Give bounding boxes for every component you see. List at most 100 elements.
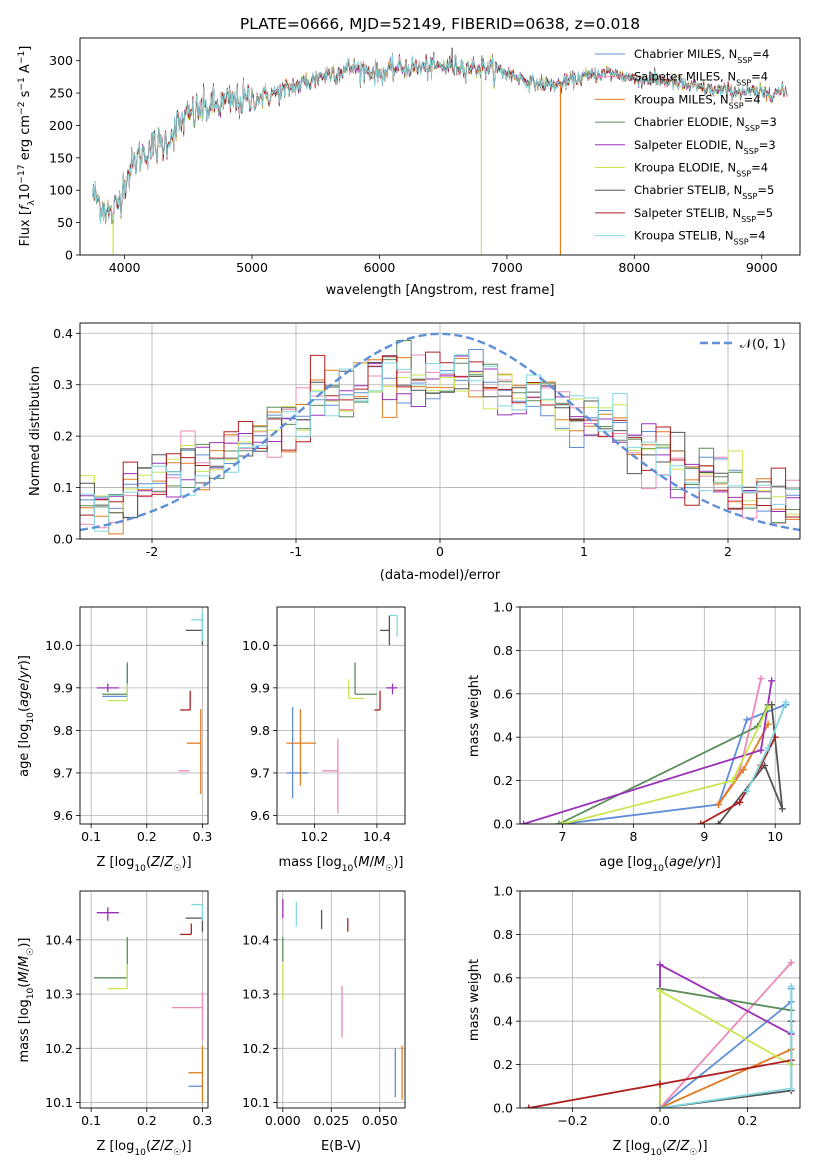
x-tick-label: 0 bbox=[436, 544, 444, 559]
series-marker-kroupa_elodie bbox=[764, 703, 772, 711]
x-tick-label: 9 bbox=[700, 829, 708, 844]
x-tick-label: 0.050 bbox=[362, 1113, 398, 1128]
x-axis-label: mass [log10(M/M☉)] bbox=[278, 855, 403, 874]
series-marker-chabrier_miles bbox=[743, 716, 751, 724]
axes-residuals: -2 -1 0 1 2 0.0 0.1 0.2 0.3 0.4 𝒩(0, 1) (data-model… bbox=[28, 322, 801, 583]
plot-area bbox=[80, 332, 800, 535]
y-tick-label: 10.4 bbox=[242, 932, 270, 947]
series-marker-salpeter_stelib bbox=[736, 798, 744, 806]
y-tick-label: 0 bbox=[65, 248, 73, 263]
frame: 0.1 0.2 0.3 10.1 10.2 10.3 10.4 Z [log10(Z/Z☉)]… bbox=[17, 890, 212, 1158]
y-tick-label: 9.6 bbox=[53, 808, 73, 823]
x-tick-label: 0.0 bbox=[650, 1113, 670, 1128]
y-tick-label: 0.0 bbox=[493, 817, 513, 832]
x-tick-label: 0.1 bbox=[81, 829, 101, 844]
y-tick-label: 0.4 bbox=[53, 326, 73, 341]
x-tick-label: 6000 bbox=[364, 260, 396, 275]
series-marker-kroupa_stelib bbox=[787, 982, 795, 990]
x-tick-label: 5000 bbox=[236, 260, 268, 275]
series-marker-salpeter_stelib bbox=[697, 820, 705, 824]
plot-area bbox=[93, 903, 204, 1103]
y-axis-label: mass [log10(M/M☉)] bbox=[17, 937, 36, 1062]
legend-label: Chabrier STELIB, NSSP=5 bbox=[634, 183, 774, 201]
histogram-salpeter_stelib bbox=[80, 351, 800, 518]
y-tick-label: 10.1 bbox=[45, 1095, 73, 1110]
x-axis-label: Z [log10(Z/Z☉)] bbox=[96, 1139, 191, 1158]
y-axis-label: age [log10(age/yr)] bbox=[17, 655, 36, 777]
y-tick-label: 1.0 bbox=[493, 600, 513, 615]
series-marker-kroupa_elodie bbox=[559, 820, 567, 824]
x-tick-label: 8000 bbox=[618, 260, 650, 275]
y-tick-label: 0.1 bbox=[53, 480, 73, 495]
axes-frame bbox=[79, 890, 209, 1109]
axes-mass_vs_Z: 0.1 0.2 0.3 10.1 10.2 10.3 10.4 Z [log10(Z/Z☉)]… bbox=[17, 890, 212, 1158]
series-marker-salpeter_elodie bbox=[768, 677, 776, 685]
legend-label: Kroupa STELIB, NSSP=4 bbox=[634, 229, 766, 247]
y-tick-label: 9.7 bbox=[250, 765, 270, 780]
series-marker-kroupa_miles bbox=[714, 800, 722, 808]
series-marker-salpeter_stelib bbox=[525, 1104, 533, 1108]
histogram-kroupa_stelib bbox=[80, 354, 800, 532]
frame: 4000 5000 6000 7000 8000 9000 0 50 100 150 200 250 3… bbox=[17, 37, 801, 298]
y-tick-label: 10.3 bbox=[242, 987, 270, 1002]
y-tick-label: 0.6 bbox=[493, 970, 513, 985]
y-tick-label: 150 bbox=[49, 150, 73, 165]
y-tick-label: 10.2 bbox=[242, 1041, 270, 1056]
plot-area bbox=[96, 611, 204, 795]
y-tick-label: 50 bbox=[57, 215, 73, 230]
series-line-chabrier_stelib bbox=[717, 704, 784, 824]
y-axis-label: Normed distribution bbox=[28, 366, 43, 496]
y-axis-label: mass weight bbox=[467, 675, 482, 757]
legend-label: Salpeter MILES, NSSP=4 bbox=[634, 70, 768, 88]
series-marker-chabrier_elodie bbox=[555, 820, 563, 824]
x-tick-label: 7000 bbox=[491, 260, 523, 275]
y-tick-label: 9.6 bbox=[250, 808, 270, 823]
y-tick-label: 200 bbox=[49, 118, 73, 133]
series-marker-kroupa_stelib bbox=[764, 744, 772, 752]
x-axis-label: E(B-V) bbox=[321, 1139, 361, 1154]
series-marker-kroupa_miles bbox=[739, 766, 747, 774]
x-tick-label: 0.1 bbox=[81, 1113, 101, 1128]
y-tick-label: 10.0 bbox=[242, 638, 270, 653]
x-tick-label: 0.025 bbox=[313, 1113, 349, 1128]
x-axis-label: (data-model)/error bbox=[380, 568, 501, 583]
legend-label: Kroupa MILES, NSSP=4 bbox=[634, 92, 761, 110]
plot-area bbox=[520, 675, 790, 824]
x-tick-label: -2 bbox=[146, 544, 158, 559]
y-tick-label: 10.4 bbox=[45, 932, 73, 947]
series-marker-kroupa_stelib bbox=[656, 1104, 664, 1108]
axes-frame bbox=[276, 606, 406, 825]
series-marker-kroupa_elodie bbox=[656, 987, 664, 995]
x-axis-label: Z [log10(Z/Z☉)] bbox=[96, 855, 191, 874]
axes-age_vs_mass: 10.2 10.4 9.6 9.7 9.8 9.9 10.0 mass [log10(M/M☉… bbox=[242, 606, 406, 874]
legend: Chabrier MILES, NSSP=4 Salpeter MILES, NS… bbox=[595, 47, 777, 246]
spectrum-line-kroupa_stelib bbox=[92, 52, 788, 225]
x-tick-label: 0.3 bbox=[192, 1113, 212, 1128]
x-axis-label: age [log10(age/yr)] bbox=[599, 855, 721, 874]
x-tick-label: 7 bbox=[559, 829, 567, 844]
legend-label: Chabrier MILES, NSSP=4 bbox=[634, 47, 769, 65]
legend-label: Kroupa ELODIE, NSSP=4 bbox=[634, 161, 768, 179]
y-tick-label: 10.0 bbox=[45, 638, 73, 653]
frame: 10.2 10.4 9.6 9.7 9.8 9.9 10.0 mass [log10(M/M☉… bbox=[242, 606, 406, 874]
y-tick-label: 0.2 bbox=[493, 773, 513, 788]
legend-label: Salpeter STELIB, NSSP=5 bbox=[634, 206, 773, 224]
frame: −0.2 0.0 0.2 0.0 0.2 0.4 0.6 0.8 1.0 Z [log10(Z/Z… bbox=[467, 884, 801, 1158]
y-tick-label: 10.3 bbox=[45, 987, 73, 1002]
series-marker-kroupa_stelib bbox=[782, 698, 790, 706]
series-marker-chabrier_stelib bbox=[768, 701, 776, 709]
y-tick-label: 0.3 bbox=[53, 377, 73, 392]
frame: 0.000 0.025 0.050 10.1 10.2 10.3 10.4 E(B-V) bbox=[242, 890, 406, 1154]
axes-mass_vs_EBV: 0.000 0.025 0.050 10.1 10.2 10.3 10.4 E(B-V) bbox=[242, 890, 406, 1154]
x-tick-label: 8 bbox=[629, 829, 637, 844]
frame: 0.1 0.2 0.3 9.6 9.7 9.8 9.9 10.0 Z [log10(Z/Z☉)]… bbox=[17, 606, 212, 874]
y-tick-label: 0.2 bbox=[53, 429, 73, 444]
y-tick-label: 0.6 bbox=[493, 686, 513, 701]
y-tick-label: 300 bbox=[49, 53, 73, 68]
x-tick-label: 1 bbox=[580, 544, 588, 559]
y-tick-label: 9.9 bbox=[250, 680, 270, 695]
y-tick-label: 9.9 bbox=[53, 680, 73, 695]
y-tick-label: 0.0 bbox=[493, 1101, 513, 1116]
series-marker-kroupa_stelib bbox=[743, 787, 751, 795]
